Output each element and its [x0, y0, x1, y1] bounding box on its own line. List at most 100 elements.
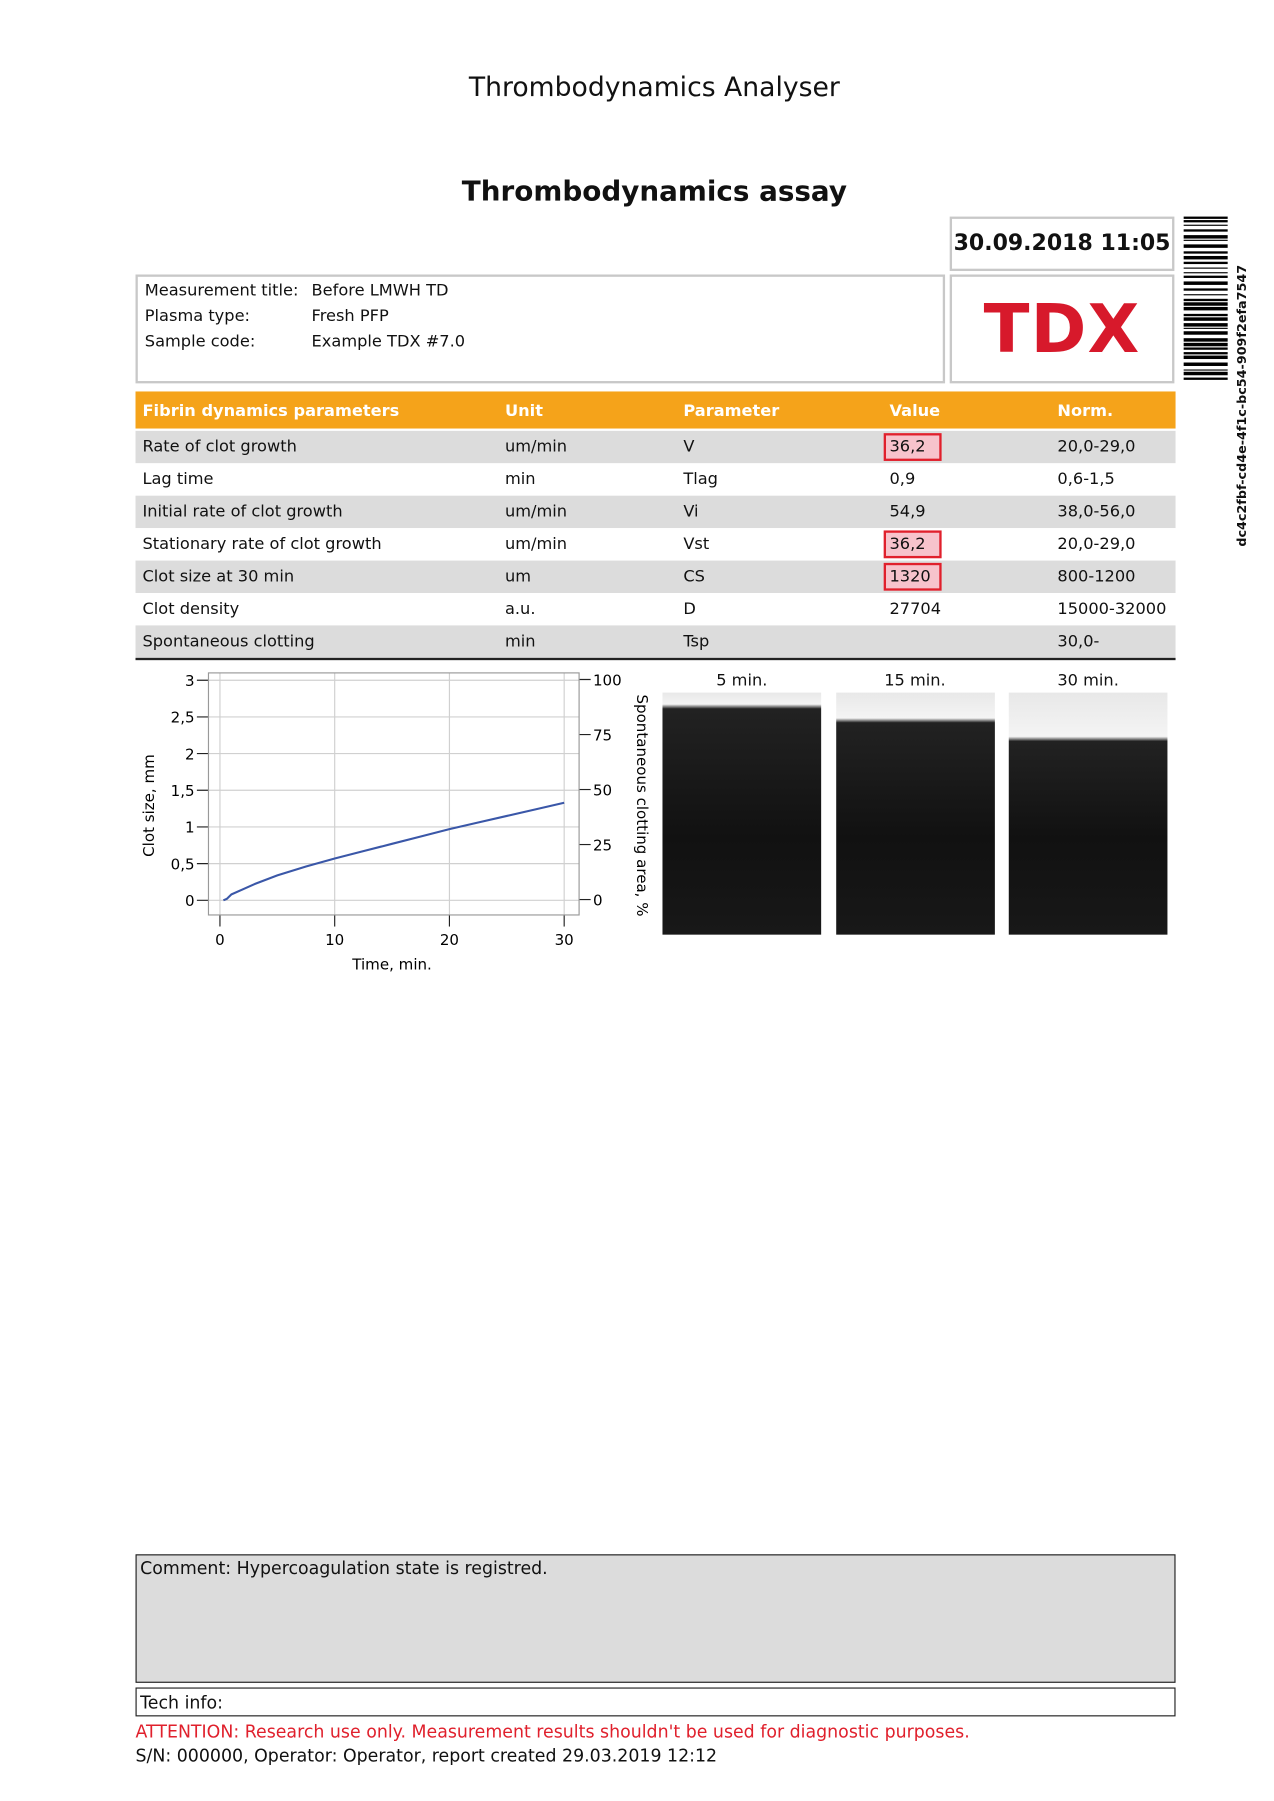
x-tick-label: 30 — [555, 931, 574, 949]
y-tick-label: 0,5 — [171, 855, 195, 873]
table-cell: 54,9 — [889, 502, 926, 522]
y-tick-label: 3 — [185, 672, 195, 690]
table-cell: a.u. — [504, 599, 536, 619]
x-tick-label: 0 — [215, 931, 225, 949]
flag-box — [883, 433, 942, 461]
table-cell: Stationary rate of clot growth — [142, 535, 382, 554]
info-label: Plasma type: — [144, 306, 251, 326]
barcode-bar — [1183, 239, 1228, 241]
barcode — [1183, 216, 1228, 380]
y2-tick-label: 75 — [593, 726, 612, 744]
y-tick-label: 1,5 — [171, 782, 195, 800]
barcode-bar — [1183, 272, 1228, 274]
table-cell: um/min — [504, 535, 568, 554]
table-cell: um/min — [504, 502, 568, 522]
barcode-bar — [1183, 267, 1228, 269]
table-cell: 20,0-29,0 — [1057, 535, 1136, 554]
attention: ATTENTION: Research use only. Measuremen… — [135, 1721, 970, 1742]
barcode-bar — [1183, 251, 1228, 254]
image-label: 15 min. — [884, 671, 946, 691]
table-cell: min — [504, 632, 536, 651]
barcode-bar — [1183, 331, 1228, 335]
date-box — [949, 216, 1175, 272]
table-row: Rate of clot growth um/min V 36,2 20,0-29,0 — [135, 430, 1176, 464]
x-tick-label: 20 — [440, 931, 459, 949]
info-value: Fresh PFP — [311, 306, 389, 326]
barcode-bar — [1183, 261, 1228, 265]
table-row: Initial rate of clot growth um/min Vi 54,9 3… — [135, 495, 1176, 529]
table-cell: CS — [683, 567, 705, 587]
barcode-bar — [1183, 255, 1228, 260]
table-row: Clot size at 30 min um CS 1320 800-1200 — [135, 560, 1176, 593]
table-cell: V — [683, 437, 695, 457]
barcode-bar — [1183, 355, 1228, 360]
table-cell: 36,2 — [889, 437, 926, 457]
table-cell: 15000-32000 — [1057, 599, 1167, 619]
image-label: 5 min. — [716, 671, 768, 691]
barcode-bar — [1183, 347, 1228, 350]
barcode-bar — [1183, 275, 1228, 278]
barcode-bar — [1183, 244, 1228, 248]
y2-tick-label: 50 — [593, 781, 612, 799]
barcode-bar — [1183, 235, 1228, 239]
barcode-bar — [1183, 371, 1228, 376]
barcode-bar — [1183, 229, 1228, 232]
barcode-bar — [1183, 306, 1228, 311]
barcode-bar — [1183, 298, 1228, 302]
comment: Comment: Hypercoagulation state is regis… — [140, 1557, 548, 1579]
barcode-bar — [1183, 216, 1228, 219]
tech-info-box — [135, 1687, 1176, 1717]
column-header: Unit — [504, 401, 543, 421]
barcode-bar — [1183, 377, 1228, 380]
column-header: Value — [889, 401, 941, 421]
table-row: Clot density a.u. D 27704 15000-32000 — [135, 592, 1176, 626]
barcode-bar — [1183, 323, 1228, 327]
barcode-bar — [1183, 317, 1228, 321]
y-tick-label: 1 — [185, 819, 195, 837]
line-series — [222, 801, 565, 902]
x-tick-label: 10 — [325, 931, 344, 949]
barcode-bar — [1183, 369, 1228, 371]
column-header: Norm. — [1057, 401, 1114, 421]
flag-box — [883, 562, 942, 591]
y2-axis-label: Spontaneous clotting area, % — [633, 694, 651, 916]
table-cell: Initial rate of clot growth — [142, 502, 343, 522]
y2-tick-label: 0 — [593, 891, 603, 909]
barcode-text: dc4c2fbf-cd4e-4f1c-bc54-909f2efa7547 — [1234, 264, 1250, 547]
barcode-bar — [1183, 288, 1228, 291]
table-cell: min — [504, 470, 536, 489]
table-cell: 27704 — [889, 599, 942, 619]
barcode-bar — [1183, 362, 1228, 366]
barcode-bar — [1183, 313, 1228, 317]
flag-box — [883, 530, 942, 559]
table-cell: 0,6-1,5 — [1057, 470, 1115, 489]
table-cell: Spontaneous clotting — [142, 632, 315, 651]
table-row: Stationary rate of clot growth um/min Vst 3… — [135, 528, 1176, 561]
image-label: 30 min. — [1057, 671, 1119, 691]
assay-title: Thrombodynamics assay — [461, 174, 847, 208]
info-value: Before LMWH TD — [311, 281, 449, 300]
info-box — [135, 274, 946, 384]
table-cell: Tsp — [683, 632, 710, 651]
clot-image — [835, 692, 995, 935]
table-cell: Vst — [683, 535, 710, 554]
y-tick-label: 2 — [185, 745, 195, 763]
barcode-bar — [1183, 342, 1228, 347]
info-label: Sample code: — [144, 332, 256, 351]
table-cell: 20,0-29,0 — [1057, 437, 1136, 457]
barcode-bar — [1183, 302, 1228, 306]
logo: TDX — [983, 289, 1141, 369]
table-header: Fibrin dynamics parameters Unit Parameter V… — [135, 391, 1176, 429]
table-cell: D — [683, 599, 696, 619]
clot-image — [1008, 692, 1168, 935]
barcode-bar — [1183, 224, 1228, 226]
table-cell: Clot size at 30 min — [142, 567, 295, 587]
barcode-bar — [1183, 220, 1228, 223]
datetime: 30.09.2018 11:05 — [953, 230, 1171, 256]
table-cell: Lag time — [142, 470, 214, 489]
table-cell: Clot density — [142, 599, 240, 619]
comment-box — [135, 1554, 1176, 1683]
clot-image — [662, 692, 822, 935]
